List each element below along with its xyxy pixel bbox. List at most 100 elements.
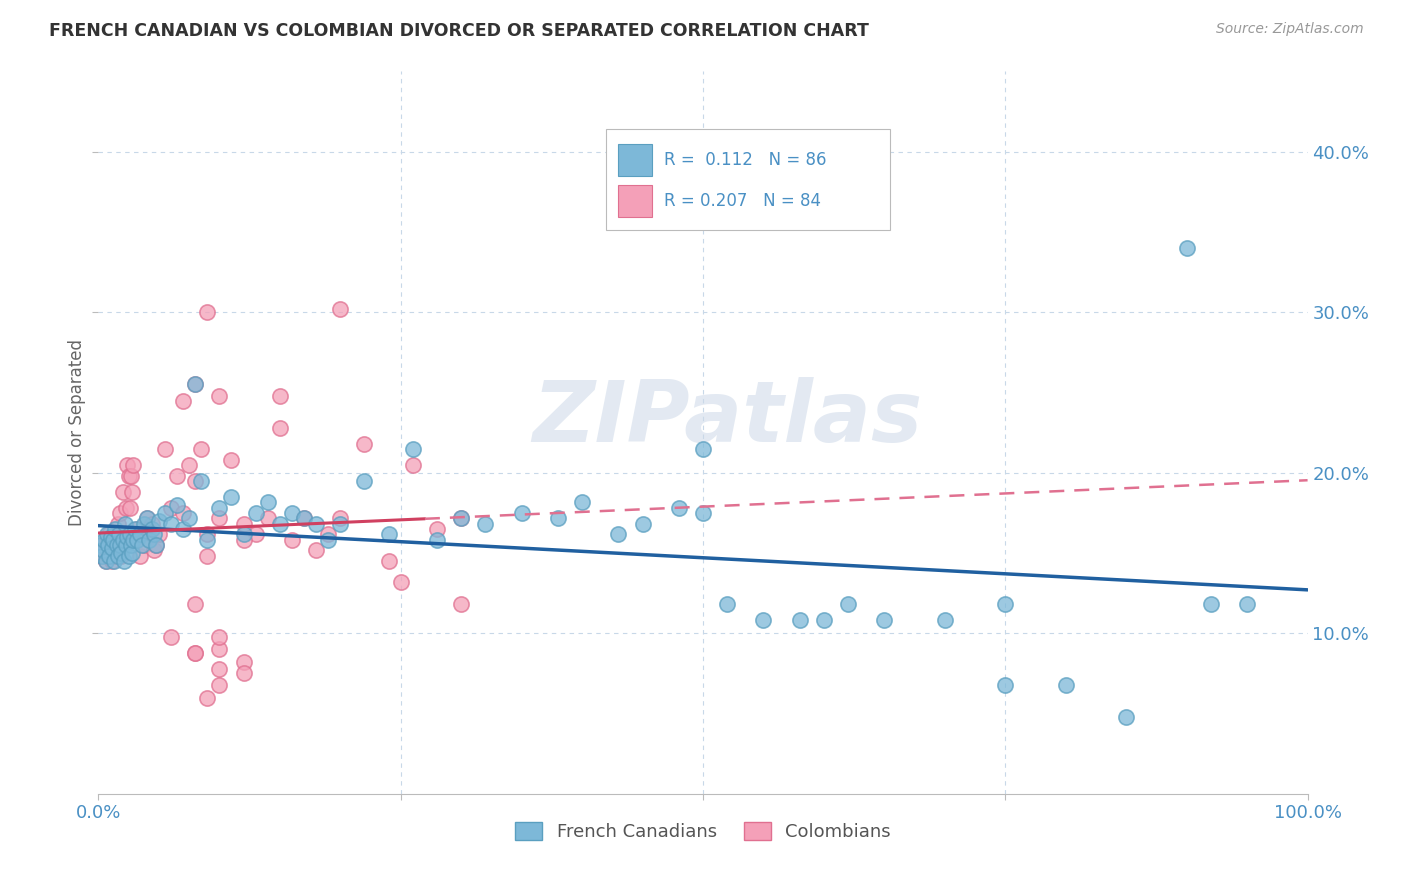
Point bbox=[111, 485, 134, 500]
Point bbox=[269, 421, 291, 435]
Point bbox=[118, 501, 141, 516]
Point bbox=[108, 526, 131, 541]
Point bbox=[114, 517, 136, 532]
Point bbox=[134, 538, 156, 552]
Point bbox=[141, 517, 163, 532]
Point bbox=[121, 485, 143, 500]
Point bbox=[104, 526, 127, 541]
Point bbox=[93, 542, 115, 557]
Point bbox=[145, 538, 167, 552]
Point bbox=[245, 506, 267, 520]
Point bbox=[256, 510, 278, 524]
Point bbox=[153, 442, 176, 456]
Point bbox=[184, 646, 207, 660]
Point bbox=[127, 533, 149, 548]
Point bbox=[208, 678, 231, 692]
Point bbox=[94, 554, 117, 568]
Point bbox=[172, 506, 194, 520]
Point bbox=[208, 510, 231, 524]
Point bbox=[100, 554, 122, 568]
Point bbox=[110, 546, 132, 560]
Point bbox=[117, 530, 139, 544]
Point bbox=[232, 666, 254, 681]
Point bbox=[353, 474, 375, 488]
Point bbox=[450, 510, 472, 524]
Point bbox=[668, 501, 690, 516]
Point bbox=[131, 526, 153, 541]
Point bbox=[141, 522, 163, 536]
Point bbox=[96, 533, 118, 548]
Y-axis label: Divorced or Separated: Divorced or Separated bbox=[67, 339, 86, 526]
Point bbox=[90, 538, 112, 552]
Point bbox=[195, 533, 218, 548]
Point bbox=[108, 533, 131, 548]
Point bbox=[1115, 710, 1137, 724]
Point bbox=[269, 389, 291, 403]
Point bbox=[377, 526, 399, 541]
Point bbox=[134, 517, 156, 532]
Point bbox=[1175, 241, 1198, 255]
Point bbox=[118, 526, 141, 541]
Point bbox=[607, 526, 630, 541]
Point bbox=[474, 517, 496, 532]
Point bbox=[269, 517, 291, 532]
Point bbox=[329, 517, 352, 532]
Point bbox=[101, 533, 124, 548]
Point bbox=[172, 522, 194, 536]
Point bbox=[179, 458, 201, 472]
FancyBboxPatch shape bbox=[619, 144, 652, 176]
Point bbox=[571, 494, 593, 508]
Point bbox=[692, 442, 714, 456]
Point bbox=[94, 554, 117, 568]
Point bbox=[148, 514, 170, 528]
Point bbox=[107, 517, 129, 532]
Point bbox=[873, 614, 896, 628]
Point bbox=[208, 630, 231, 644]
Point bbox=[91, 549, 114, 564]
Point bbox=[305, 517, 328, 532]
Point bbox=[115, 501, 138, 516]
Point bbox=[232, 517, 254, 532]
Point bbox=[112, 526, 135, 541]
Point bbox=[127, 522, 149, 536]
Point bbox=[195, 549, 218, 564]
Text: ZIPatlas: ZIPatlas bbox=[531, 376, 922, 459]
Point bbox=[166, 469, 188, 483]
Point bbox=[221, 490, 243, 504]
Point bbox=[305, 542, 328, 557]
Point bbox=[1054, 678, 1077, 692]
Point bbox=[994, 598, 1017, 612]
Point bbox=[160, 501, 183, 516]
Point bbox=[122, 458, 145, 472]
Point bbox=[208, 501, 231, 516]
Point bbox=[190, 474, 212, 488]
Point bbox=[143, 526, 166, 541]
Point bbox=[97, 549, 120, 564]
Text: Source: ZipAtlas.com: Source: ZipAtlas.com bbox=[1216, 22, 1364, 37]
Point bbox=[120, 469, 142, 483]
Point bbox=[124, 533, 146, 548]
Point bbox=[128, 549, 150, 564]
Text: R =  0.112   N = 86: R = 0.112 N = 86 bbox=[664, 151, 827, 169]
Point bbox=[122, 533, 145, 548]
Point bbox=[195, 526, 218, 541]
Point bbox=[716, 598, 738, 612]
Point bbox=[329, 301, 352, 316]
Point bbox=[426, 533, 449, 548]
Point bbox=[138, 533, 160, 548]
Point bbox=[143, 542, 166, 557]
Point bbox=[148, 526, 170, 541]
Point bbox=[813, 614, 835, 628]
Point bbox=[135, 510, 157, 524]
Point bbox=[184, 646, 207, 660]
Point bbox=[104, 522, 127, 536]
Point bbox=[100, 530, 122, 544]
Point bbox=[103, 549, 125, 564]
Point bbox=[184, 598, 207, 612]
Point bbox=[353, 437, 375, 451]
Point bbox=[100, 542, 122, 557]
Point bbox=[1236, 598, 1258, 612]
Point bbox=[510, 506, 533, 520]
Point bbox=[108, 538, 131, 552]
Point bbox=[232, 655, 254, 669]
